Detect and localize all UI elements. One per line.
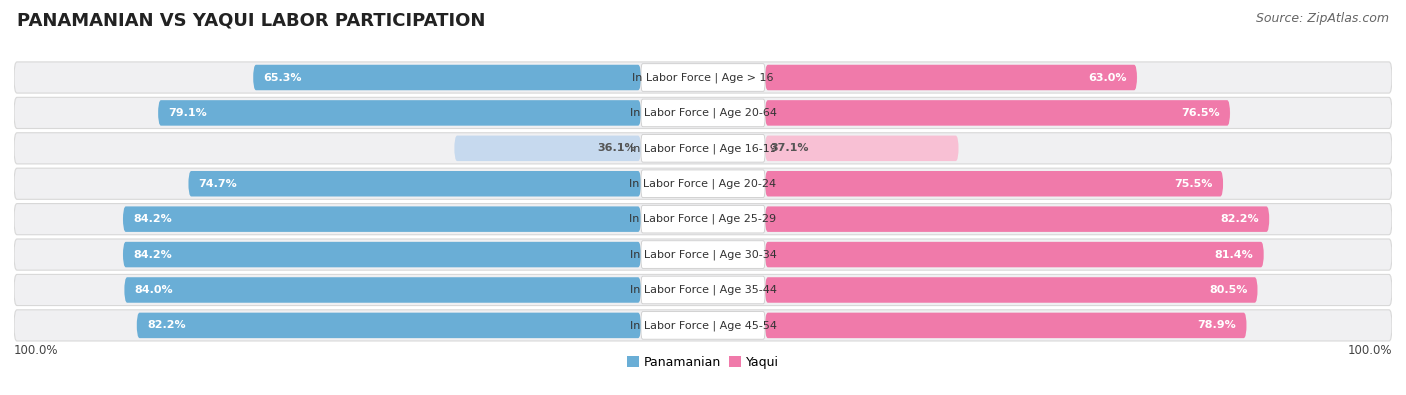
Text: 100.0%: 100.0%	[14, 344, 59, 357]
FancyBboxPatch shape	[765, 135, 959, 161]
Text: In Labor Force | Age 20-24: In Labor Force | Age 20-24	[630, 179, 776, 189]
FancyBboxPatch shape	[188, 171, 641, 196]
FancyBboxPatch shape	[14, 310, 1392, 341]
Text: 84.0%: 84.0%	[135, 285, 173, 295]
FancyBboxPatch shape	[122, 242, 641, 267]
Text: 36.1%: 36.1%	[598, 143, 636, 153]
Text: In Labor Force | Age > 16: In Labor Force | Age > 16	[633, 72, 773, 83]
FancyBboxPatch shape	[765, 207, 1270, 232]
Text: 82.2%: 82.2%	[148, 320, 186, 330]
FancyBboxPatch shape	[253, 65, 641, 90]
FancyBboxPatch shape	[765, 313, 1247, 338]
Text: In Labor Force | Age 16-19: In Labor Force | Age 16-19	[630, 143, 776, 154]
Text: 78.9%: 78.9%	[1198, 320, 1236, 330]
Text: In Labor Force | Age 25-29: In Labor Force | Age 25-29	[630, 214, 776, 224]
Text: 75.5%: 75.5%	[1174, 179, 1213, 189]
Text: In Labor Force | Age 30-34: In Labor Force | Age 30-34	[630, 249, 776, 260]
Text: 82.2%: 82.2%	[1220, 214, 1258, 224]
Text: 81.4%: 81.4%	[1215, 250, 1254, 260]
Text: In Labor Force | Age 35-44: In Labor Force | Age 35-44	[630, 285, 776, 295]
FancyBboxPatch shape	[14, 133, 1392, 164]
FancyBboxPatch shape	[641, 205, 765, 233]
FancyBboxPatch shape	[14, 239, 1392, 270]
Text: 65.3%: 65.3%	[263, 73, 302, 83]
FancyBboxPatch shape	[14, 97, 1392, 128]
Text: 79.1%: 79.1%	[169, 108, 207, 118]
Text: 84.2%: 84.2%	[134, 250, 172, 260]
Legend: Panamanian, Yaqui: Panamanian, Yaqui	[621, 351, 785, 374]
Text: In Labor Force | Age 45-54: In Labor Force | Age 45-54	[630, 320, 776, 331]
FancyBboxPatch shape	[765, 65, 1137, 90]
Text: 80.5%: 80.5%	[1209, 285, 1247, 295]
FancyBboxPatch shape	[136, 313, 641, 338]
FancyBboxPatch shape	[641, 99, 765, 127]
Text: PANAMANIAN VS YAQUI LABOR PARTICIPATION: PANAMANIAN VS YAQUI LABOR PARTICIPATION	[17, 12, 485, 30]
FancyBboxPatch shape	[14, 168, 1392, 199]
FancyBboxPatch shape	[14, 203, 1392, 235]
Text: 74.7%: 74.7%	[198, 179, 238, 189]
Text: 37.1%: 37.1%	[770, 143, 808, 153]
FancyBboxPatch shape	[641, 170, 765, 198]
FancyBboxPatch shape	[765, 171, 1223, 196]
Text: 100.0%: 100.0%	[1347, 344, 1392, 357]
FancyBboxPatch shape	[641, 241, 765, 268]
FancyBboxPatch shape	[765, 277, 1257, 303]
FancyBboxPatch shape	[454, 135, 641, 161]
Text: Source: ZipAtlas.com: Source: ZipAtlas.com	[1256, 12, 1389, 25]
Text: 76.5%: 76.5%	[1181, 108, 1219, 118]
Text: In Labor Force | Age 20-64: In Labor Force | Age 20-64	[630, 108, 776, 118]
FancyBboxPatch shape	[641, 64, 765, 91]
FancyBboxPatch shape	[641, 135, 765, 162]
Text: 84.2%: 84.2%	[134, 214, 172, 224]
FancyBboxPatch shape	[641, 276, 765, 304]
FancyBboxPatch shape	[765, 242, 1264, 267]
FancyBboxPatch shape	[122, 207, 641, 232]
FancyBboxPatch shape	[641, 312, 765, 339]
Text: 63.0%: 63.0%	[1088, 73, 1126, 83]
FancyBboxPatch shape	[765, 100, 1230, 126]
FancyBboxPatch shape	[14, 275, 1392, 306]
FancyBboxPatch shape	[14, 62, 1392, 93]
FancyBboxPatch shape	[157, 100, 641, 126]
FancyBboxPatch shape	[124, 277, 641, 303]
